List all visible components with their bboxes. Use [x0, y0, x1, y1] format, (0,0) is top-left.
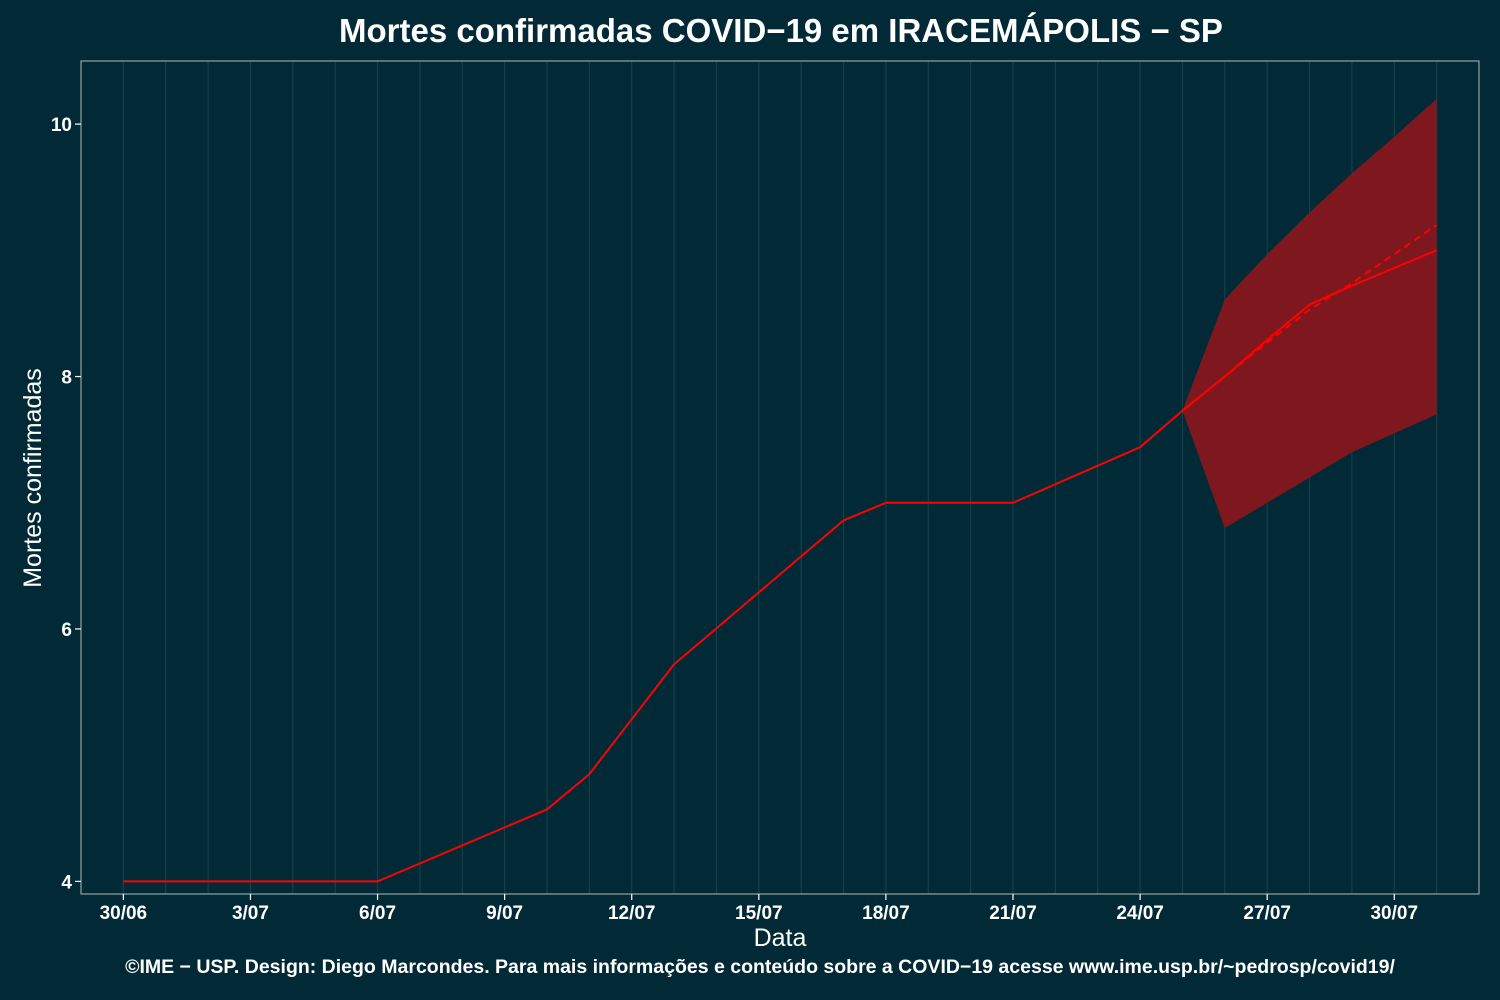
x-axis-ticks: 30/06 3/07 6/07 9/07 12/07 15/07 18/07 21/07 24/… — [100, 894, 1418, 924]
footer-credit: ©IME − USP. Design: Diego Marcondes. Par… — [0, 956, 1500, 979]
x-tick-label: 21/07 — [989, 903, 1037, 924]
x-tick-label: 27/07 — [1243, 903, 1291, 924]
y-axis-ticks: 4 6 8 10 — [51, 115, 81, 893]
x-tick-label: 12/07 — [608, 903, 656, 924]
y-tick-label: 4 — [61, 872, 72, 893]
x-tick-label: 9/07 — [486, 903, 523, 924]
x-tick-label: 24/07 — [1116, 903, 1164, 924]
y-axis-label: Mortes confirmadas — [19, 368, 47, 588]
y-tick-label: 10 — [51, 115, 72, 136]
x-tick-label: 30/07 — [1370, 903, 1418, 924]
x-tick-label: 3/07 — [232, 903, 269, 924]
x-tick-label: 18/07 — [862, 903, 910, 924]
x-tick-label: 30/06 — [100, 903, 148, 924]
y-tick-label: 8 — [61, 368, 72, 389]
y-tick-label: 6 — [61, 620, 72, 641]
x-tick-label: 6/07 — [359, 903, 396, 924]
x-tick-label: 15/07 — [735, 903, 783, 924]
x-axis-label: Data — [754, 924, 807, 952]
